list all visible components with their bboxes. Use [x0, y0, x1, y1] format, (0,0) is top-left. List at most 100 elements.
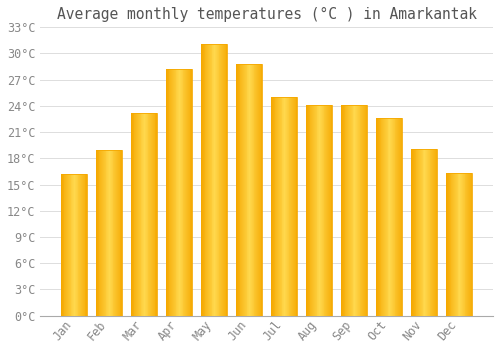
Bar: [62, 174, 64, 316]
Bar: [251, 64, 252, 316]
Bar: [394, 118, 396, 316]
Bar: [316, 105, 318, 316]
Bar: [277, 97, 278, 316]
Bar: [380, 118, 382, 316]
Bar: [327, 105, 328, 316]
Bar: [176, 69, 178, 316]
Bar: [466, 173, 467, 316]
Bar: [280, 97, 281, 316]
Bar: [312, 105, 313, 316]
Bar: [290, 97, 291, 316]
Bar: [260, 64, 262, 316]
Bar: [384, 118, 385, 316]
Bar: [226, 44, 228, 316]
Bar: [209, 44, 210, 316]
Bar: [397, 118, 398, 316]
Bar: [364, 105, 365, 316]
Bar: [296, 97, 298, 316]
Bar: [398, 118, 399, 316]
Bar: [416, 149, 418, 316]
Bar: [329, 105, 330, 316]
Bar: [96, 149, 122, 316]
Bar: [223, 44, 224, 316]
Bar: [418, 149, 419, 316]
Bar: [285, 97, 286, 316]
Bar: [108, 149, 109, 316]
Bar: [237, 64, 238, 316]
Bar: [153, 113, 154, 316]
Bar: [461, 173, 462, 316]
Bar: [217, 44, 218, 316]
Bar: [143, 113, 144, 316]
Bar: [117, 149, 118, 316]
Bar: [447, 173, 448, 316]
Bar: [434, 149, 435, 316]
Bar: [144, 113, 145, 316]
Bar: [201, 44, 202, 316]
Bar: [354, 105, 355, 316]
Bar: [259, 64, 260, 316]
Bar: [328, 105, 329, 316]
Bar: [294, 97, 296, 316]
Bar: [181, 69, 182, 316]
Bar: [242, 64, 243, 316]
Bar: [236, 64, 237, 316]
Bar: [112, 149, 114, 316]
Bar: [326, 105, 327, 316]
Bar: [243, 64, 244, 316]
Bar: [320, 105, 321, 316]
Title: Average monthly temperatures (°C ) in Amarkantak: Average monthly temperatures (°C ) in Am…: [56, 7, 476, 22]
Bar: [84, 174, 86, 316]
Bar: [166, 69, 192, 316]
Bar: [425, 149, 426, 316]
Bar: [356, 105, 357, 316]
Bar: [172, 69, 173, 316]
Bar: [424, 149, 425, 316]
Bar: [78, 174, 80, 316]
Bar: [392, 118, 393, 316]
Bar: [174, 69, 176, 316]
Bar: [179, 69, 180, 316]
Bar: [132, 113, 134, 316]
Bar: [111, 149, 112, 316]
Bar: [185, 69, 186, 316]
Bar: [101, 149, 102, 316]
Bar: [306, 105, 332, 316]
Bar: [310, 105, 312, 316]
Bar: [257, 64, 258, 316]
Bar: [131, 113, 132, 316]
Bar: [383, 118, 384, 316]
Bar: [168, 69, 170, 316]
Bar: [448, 173, 449, 316]
Bar: [330, 105, 332, 316]
Bar: [75, 174, 76, 316]
Bar: [272, 97, 273, 316]
Bar: [249, 64, 250, 316]
Bar: [449, 173, 450, 316]
Bar: [146, 113, 148, 316]
Bar: [391, 118, 392, 316]
Bar: [116, 149, 117, 316]
Bar: [166, 69, 167, 316]
Bar: [178, 69, 179, 316]
Bar: [204, 44, 206, 316]
Bar: [319, 105, 320, 316]
Bar: [360, 105, 362, 316]
Bar: [279, 97, 280, 316]
Bar: [386, 118, 388, 316]
Bar: [388, 118, 390, 316]
Bar: [208, 44, 209, 316]
Bar: [142, 113, 143, 316]
Bar: [180, 69, 181, 316]
Bar: [139, 113, 140, 316]
Bar: [446, 173, 447, 316]
Bar: [156, 113, 157, 316]
Bar: [411, 149, 412, 316]
Bar: [322, 105, 324, 316]
Bar: [422, 149, 424, 316]
Bar: [254, 64, 256, 316]
Bar: [210, 44, 212, 316]
Bar: [393, 118, 394, 316]
Bar: [216, 44, 217, 316]
Bar: [103, 149, 104, 316]
